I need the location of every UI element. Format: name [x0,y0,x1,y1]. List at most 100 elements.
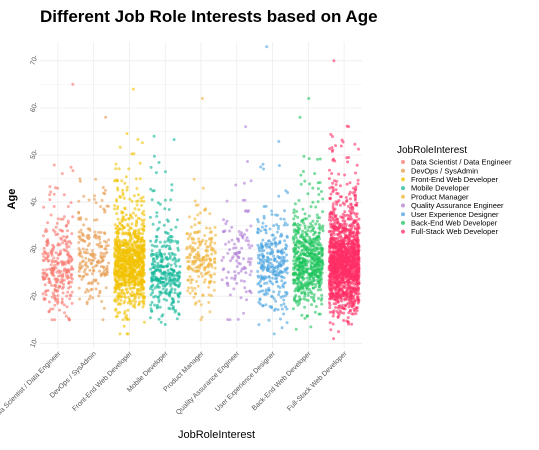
data-point [133,297,137,301]
data-point [168,244,172,248]
data-point [350,256,354,259]
data-point [304,286,308,289]
data-point [266,269,270,273]
data-point [278,271,282,275]
data-point [267,275,271,278]
data-point [293,214,297,218]
data-point [120,179,124,183]
data-point [52,192,56,196]
data-point [51,228,55,232]
data-point [249,179,253,183]
data-point [67,261,71,265]
data-point [49,190,53,194]
data-point [295,210,299,213]
data-point [47,277,51,281]
data-point [317,223,321,227]
data-point [282,302,286,306]
data-point [113,246,117,250]
data-point [318,283,322,287]
data-point [56,294,60,298]
data-point [142,239,146,243]
data-point [55,270,59,274]
data-point [266,266,270,270]
data-point [67,256,71,260]
data-point [261,238,265,242]
data-point [276,274,280,278]
data-point [157,264,161,267]
data-point [261,221,265,225]
data-point [291,307,295,311]
data-point [334,183,338,187]
data-point [339,184,342,188]
data-point [127,167,131,171]
data-point [100,198,104,202]
data-point [101,186,105,189]
data-point [62,215,66,219]
data-point [352,230,356,234]
data-point [127,228,131,232]
data-point [349,197,352,201]
data-point [225,199,229,203]
data-point [78,263,82,267]
data-point [176,248,180,252]
data-point [130,278,134,281]
data-point [135,187,139,190]
data-point [158,220,161,224]
data-point [131,256,134,259]
data-point [293,296,296,300]
data-point [155,238,159,242]
data-point [344,223,348,226]
data-point [230,225,234,229]
data-point [309,325,313,329]
data-point [176,294,180,298]
data-point [154,294,157,298]
data-point [297,257,301,260]
data-point [78,267,82,271]
x-axis-title: JobRoleInterest [178,429,255,441]
data-point [329,328,333,332]
data-point [54,277,58,281]
data-point [54,266,58,270]
data-point [345,275,349,279]
data-point [348,181,352,185]
data-point [77,230,81,234]
data-point [297,246,301,250]
data-point [298,285,302,289]
data-point [235,281,239,285]
series-points [185,97,218,322]
data-point [91,272,94,276]
data-point [164,170,167,174]
y-axis-title: Age [6,189,18,210]
data-point [352,283,356,287]
data-point [130,258,134,262]
data-point [155,306,159,310]
data-point [163,284,167,288]
data-point [127,279,131,282]
data-point [239,296,243,300]
data-point [78,179,82,183]
data-point [272,297,276,301]
data-point [70,301,74,305]
data-point [173,310,177,314]
data-point [329,210,333,214]
legend-label: User Experience Designer [411,210,499,219]
data-point [234,183,238,187]
data-point [355,295,359,299]
data-point [85,248,89,252]
data-point [56,289,59,293]
data-point [300,281,303,285]
data-point [134,214,138,217]
data-point [273,241,277,245]
data-point [338,203,342,207]
data-point [130,222,134,226]
data-point [200,315,204,319]
data-point [124,175,128,179]
data-point [279,250,283,254]
data-point [176,259,180,263]
data-point [204,242,207,246]
data-point [340,195,343,199]
data-point [294,236,298,240]
data-point [197,240,201,244]
data-point [175,271,179,275]
data-point [133,282,137,285]
